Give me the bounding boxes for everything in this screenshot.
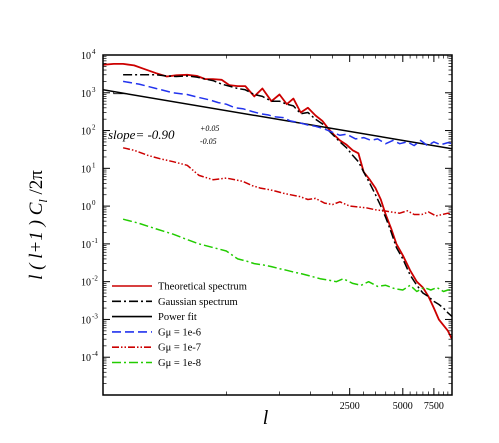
y-tick-exponent: 3 <box>92 86 96 94</box>
slope-triangle <box>113 91 126 95</box>
y-tick-label: 10 <box>81 51 91 62</box>
y-tick-exponent: -4 <box>92 350 98 358</box>
y-tick-label: 10 <box>81 315 91 326</box>
y-tick-exponent: 2 <box>92 124 96 132</box>
slope-annotation: slope= -0.90 +0.05 -0.05 <box>108 91 219 146</box>
y-tick-label: 10 <box>81 278 91 289</box>
series-layer <box>103 63 452 340</box>
slope-text: slope= -0.90 <box>108 127 175 142</box>
y-axis-title-tail: /2π <box>26 170 47 200</box>
y-tick-label: 10 <box>81 89 91 100</box>
slope-lower-error: -0.05 <box>200 137 217 146</box>
series-line-power-fit <box>103 89 452 150</box>
y-axis-title-subscript: l <box>36 199 50 203</box>
legend-label-gaussian-spectrum: Gaussian spectrum <box>158 297 238 308</box>
y-tick-exponent: -1 <box>92 237 98 245</box>
plot-frame <box>102 54 453 396</box>
y-tick-label: 10 <box>81 240 91 251</box>
series-line-g-1e-7 <box>122 147 452 217</box>
legend-label-power-fit: Power fit <box>158 312 197 323</box>
legend: Theoretical spectrum Gaussian spectrum Pow… <box>112 282 247 369</box>
slope-upper-error: +0.05 <box>200 124 219 133</box>
legend-label-g-1e-7: Gμ = 1e-7 <box>158 343 201 354</box>
y-tick-label: 10 <box>81 164 91 175</box>
legend-label-g-1e-8: Gμ = 1e-8 <box>158 358 201 369</box>
legend-label-g-1e-6: Gμ = 1e-6 <box>158 327 201 338</box>
y-axis-title-main: l ( l+1 ) C <box>26 202 47 280</box>
series-line-theoretical-spectrum <box>103 63 452 340</box>
x-tick-label: 7500 <box>424 401 444 412</box>
legend-label-theoretical-spectrum: Theoretical spectrum <box>158 282 247 293</box>
y-tick-label: 10 <box>81 127 91 138</box>
x-tick-label: 2500 <box>340 401 360 412</box>
y-axis-title: l ( l+1 ) Cl /2π <box>26 170 50 280</box>
x-tick-label: 5000 <box>393 401 413 412</box>
y-tick-label: 10 <box>81 353 91 364</box>
series-line-g-1e-8 <box>122 218 452 293</box>
y-tick-exponent: -2 <box>92 275 98 283</box>
y-tick-exponent: -3 <box>92 312 98 320</box>
y-tick-label: 10 <box>81 202 91 213</box>
y-tick-exponent: 0 <box>92 199 96 207</box>
x-axis-title: l <box>263 407 269 429</box>
y-tick-exponent: 4 <box>92 48 96 56</box>
series-line-gaussian-spectrum <box>123 74 452 318</box>
y-tick-exponent: 1 <box>92 161 96 169</box>
series-line-g-1e-6 <box>122 80 452 147</box>
